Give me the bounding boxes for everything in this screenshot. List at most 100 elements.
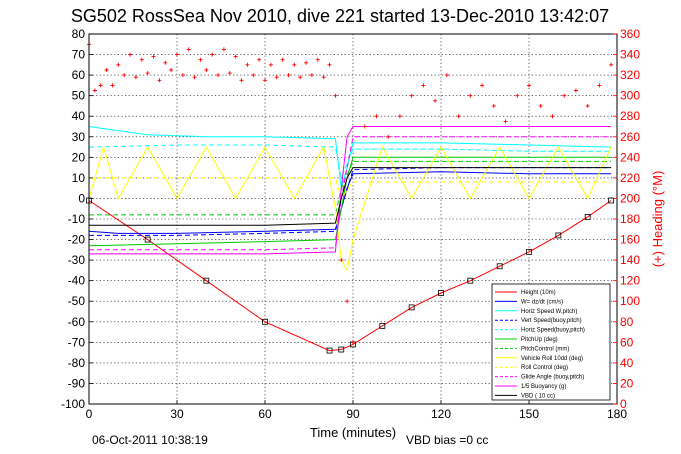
series-line [88, 156, 612, 247]
height-marker [496, 263, 503, 270]
heading-point [374, 114, 379, 119]
series-line [89, 126, 612, 255]
bottom-tick-label: 60 [258, 407, 272, 421]
heading-point [538, 103, 543, 108]
right-tick-label: 40 [620, 356, 634, 370]
left-tick-label: 10 [72, 171, 86, 185]
chart-title: SG502 RossSea Nov 2010, dive 221 started… [71, 6, 609, 26]
heading-point [585, 103, 590, 108]
heading-point [122, 73, 127, 78]
right-tick-label: 180 [620, 212, 640, 226]
right-tick-label: 0 [620, 397, 627, 411]
x-axis-label: Time (minutes) [310, 425, 396, 440]
right-tick-label: 360 [620, 27, 640, 41]
bottom-axis-ticks: 0 30 60 90 120 150 180 [86, 400, 627, 421]
heading-point [186, 47, 191, 52]
left-tick-label: -60 [68, 315, 86, 329]
height-marker [338, 346, 345, 353]
heading-point [456, 114, 461, 119]
heading-point [292, 62, 297, 67]
heading-point [597, 83, 602, 88]
legend-entry: Roll Control (deg) [521, 365, 568, 371]
right-tick-label: 240 [620, 150, 640, 164]
heading-point [351, 340, 355, 345]
heading-point [263, 78, 267, 83]
left-tick-label: 70 [72, 48, 86, 62]
heading-point [245, 62, 250, 67]
series-line [88, 200, 612, 352]
heading-point [333, 93, 338, 98]
heading-point [339, 258, 344, 263]
legend: Height (10m) W= dz/dt (cm/s) Horiz Speed W… [491, 283, 611, 401]
heading-point [444, 73, 449, 78]
heading-point [151, 54, 156, 59]
left-tick-label: 30 [72, 130, 86, 144]
series-line [88, 126, 612, 189]
heading-point [180, 73, 185, 78]
right-axis-ticks: 0 20 40 60 80 100 120 140 160 180 200 220 240 260 280 3… [613, 27, 640, 411]
right-tick-label: 160 [620, 233, 640, 247]
left-tick-label: -70 [68, 335, 86, 349]
footer-timestamp: 06-Oct-2011 10:38:19 [92, 433, 208, 447]
heading-point [98, 83, 103, 88]
right-tick-label: 120 [620, 274, 640, 288]
legend-entry: 1/5 Buoyancy (g) [521, 384, 566, 390]
heading-point [421, 83, 426, 88]
right-tick-label: 280 [620, 109, 640, 123]
left-tick-label: -10 [68, 212, 86, 226]
footer-vbd-bias: VBD bias =0 cc [406, 433, 488, 447]
left-tick-label: 60 [72, 68, 86, 82]
heading-point [92, 88, 97, 93]
heading-point [268, 62, 273, 67]
left-axis-ticks: -100-90-80-70-60-50-40-30-20-10010203040… [61, 27, 93, 411]
right-tick-label: 200 [620, 191, 640, 205]
right-tick-label: 300 [620, 89, 640, 103]
heading-point [321, 75, 326, 80]
heading-point [239, 78, 244, 83]
height-marker [526, 248, 532, 255]
legend-entry: W= dz/dt (cm/s) [521, 299, 563, 305]
heading-point [204, 68, 209, 72]
heading-point [562, 93, 567, 98]
heading-point [304, 60, 309, 65]
bottom-tick-label: 150 [519, 407, 539, 421]
heading-point [280, 57, 285, 62]
left-tick-label: 40 [72, 109, 86, 123]
legend-entry: PitchUp (deg) [521, 337, 558, 343]
height-marker [379, 322, 386, 329]
right-tick-label: 140 [620, 253, 640, 267]
legend-entry: Horiz Speed(buoy,pitch) [521, 328, 585, 334]
legend-entry: Height (10m) [521, 290, 556, 296]
height-marker [608, 197, 615, 204]
heading-point [257, 57, 262, 62]
height-marker [438, 290, 444, 296]
left-tick-label: -80 [68, 356, 86, 370]
heading-point [192, 75, 197, 80]
heading-point [104, 68, 109, 72]
heading-point [491, 103, 496, 108]
heading-point [233, 54, 238, 59]
legend-box [491, 283, 611, 401]
bottom-tick-label: 30 [170, 407, 184, 421]
heading-point [527, 83, 531, 88]
left-tick-label: 80 [72, 27, 86, 41]
bottom-tick-label: 90 [346, 407, 360, 421]
right-axis-label: (+) Heading (°M) [650, 171, 665, 268]
heading-point [163, 60, 168, 65]
legend-entry: Vehicle Roll 10dd (deg) [521, 356, 583, 362]
heading-point [468, 93, 473, 98]
series-line [88, 145, 612, 272]
heading-point [216, 73, 221, 78]
bottom-tick-label: 0 [86, 407, 93, 421]
heading-point [221, 47, 226, 52]
legend-entry: Horiz Speed W,pitch) [521, 309, 577, 315]
heading-point [110, 83, 115, 88]
bottom-tick-label: 120 [431, 407, 451, 421]
heading-point [550, 114, 555, 119]
height-marker [262, 318, 268, 325]
height-marker [467, 277, 474, 284]
heading-point [274, 75, 279, 80]
heading-point [227, 71, 232, 76]
heading-point [298, 75, 303, 80]
heading-point [116, 62, 121, 67]
